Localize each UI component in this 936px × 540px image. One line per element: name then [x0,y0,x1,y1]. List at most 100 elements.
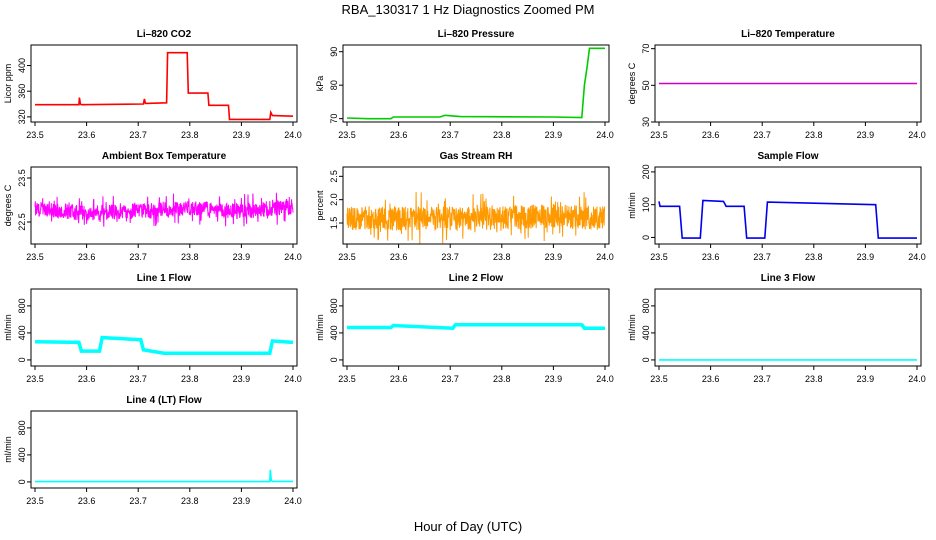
x-tick-label: 23.6 [702,374,720,384]
y-tick-label: 1.5 [329,217,339,230]
x-tick-label: 24.0 [284,130,302,140]
panel-title: Li–820 Pressure [438,29,515,40]
x-tick-label: 23.8 [493,130,511,140]
x-tick-label: 23.9 [857,252,875,262]
x-tick-label: 23.7 [129,374,147,384]
x-tick-label: 23.8 [181,496,199,506]
y-tick-label: 2.5 [329,170,339,183]
y-tick-label: 400 [329,325,339,340]
y-axis-label: Licor ppm [3,64,13,104]
x-tick-label: 24.0 [284,252,302,262]
x-tick-label: 23.9 [545,252,563,262]
panel-title: Line 3 Flow [761,273,816,284]
series-line-1 [35,51,294,121]
plot-frame [30,288,298,367]
series-line-8 [347,323,605,330]
panel-2: Li–820 Pressure 23.5 23.6 23.7 23.8 23.9 24.0 7… [315,29,614,140]
x-tick-label: 23.5 [338,374,356,384]
y-axis-label: ml/min [3,436,13,463]
x-tick-label: 23.8 [181,130,199,140]
panel-7: Line 1 Flow 23.5 23.6 23.7 23.8 23.9 24.0 0 400 8… [3,273,302,384]
panel-1: Li–820 CO2 23.5 23.6 23.7 23.8 23.9 24.0 320 360… [3,29,302,140]
y-tick-label: 800 [641,298,651,313]
y-tick-label: 90 [329,47,339,57]
x-tick-label: 23.7 [753,130,771,140]
y-axis-label: degrees C [3,184,13,226]
y-axis-label: ml/min [315,314,325,341]
x-tick-label: 23.6 [390,374,408,384]
panel-title: Li–820 CO2 [137,29,192,40]
x-tick-label: 24.0 [284,496,302,506]
y-tick-label: 2.0 [329,193,339,206]
y-tick-label: 30 [641,117,651,127]
panel-9: Line 3 Flow 23.5 23.6 23.7 23.8 23.9 24.0 0 400 8… [627,273,926,384]
y-tick-label: 800 [17,420,27,435]
x-tick-label: 23.9 [233,130,251,140]
y-tick-label: 0 [17,357,27,362]
panel-title: Ambient Box Temperature [102,151,227,162]
panel-title: Line 1 Flow [137,273,192,284]
x-tick-label: 23.5 [26,496,44,506]
x-tick-label: 24.0 [596,374,614,384]
x-tick-label: 24.0 [908,252,926,262]
y-axis-label: percent [315,190,325,221]
y-tick-label: 100 [641,197,651,212]
plot-frame [654,44,922,123]
plot-frame [30,166,298,245]
plot-frame [342,288,610,367]
series-line-10 [35,469,293,483]
y-tick-label: 400 [17,58,27,73]
panel-title: Line 4 (LT) Flow [126,395,202,406]
y-tick-label: 800 [329,298,339,313]
x-tick-label: 23.7 [753,252,771,262]
plot-frame [342,166,610,245]
x-tick-label: 24.0 [596,252,614,262]
series-line-4 [34,192,294,227]
x-tick-label: 23.5 [338,252,356,262]
x-tick-label: 23.8 [493,252,511,262]
x-tick-label: 23.7 [441,374,459,384]
x-tick-label: 23.5 [26,130,44,140]
panel-10: Line 4 (LT) Flow 23.5 23.6 23.7 23.8 23.9 24.0… [3,395,302,506]
y-axis-label: ml/min [627,192,637,219]
y-axis-label: degrees C [627,62,637,104]
y-tick-label: 50 [641,80,651,90]
x-tick-label: 23.5 [650,130,668,140]
x-tick-label: 23.6 [78,496,96,506]
plot-frame [342,44,610,123]
x-tick-label: 23.5 [338,130,356,140]
panel-title: Li–820 Temperature [741,29,835,40]
plot-frame [654,288,922,367]
x-tick-label: 23.9 [233,252,251,262]
panel-5: Gas Stream RH 23.5 23.6 23.7 23.8 23.9 24.0 1.5… [315,151,614,262]
x-tick-label: 23.9 [545,130,563,140]
series-line-2 [346,47,605,120]
y-tick-label: 70 [641,44,651,54]
y-tick-label: 0 [329,357,339,362]
y-axis-label: kPa [315,76,325,92]
y-tick-label: 0 [641,357,651,362]
x-tick-label: 23.9 [233,496,251,506]
x-tick-label: 23.6 [702,130,720,140]
x-tick-label: 23.8 [805,130,823,140]
y-axis-label: ml/min [627,314,637,341]
x-tick-label: 23.6 [78,130,96,140]
panel-6: Sample Flow 23.5 23.6 23.7 23.8 23.9 24.0 0 100 2… [627,151,926,262]
x-tick-label: 23.9 [233,374,251,384]
x-tick-label: 23.9 [857,374,875,384]
x-tick-label: 23.9 [545,374,563,384]
x-tick-label: 23.8 [493,374,511,384]
x-tick-label: 23.7 [441,130,459,140]
y-tick-label: 400 [17,325,27,340]
x-tick-label: 23.5 [650,252,668,262]
y-tick-label: 400 [641,325,651,340]
x-tick-label: 23.8 [805,374,823,384]
series-line-7 [34,335,294,355]
x-tick-label: 23.6 [390,252,408,262]
x-tick-label: 23.7 [441,252,459,262]
y-tick-label: 400 [17,447,27,462]
y-tick-label: 22.5 [17,213,27,231]
x-tick-label: 23.8 [181,374,199,384]
